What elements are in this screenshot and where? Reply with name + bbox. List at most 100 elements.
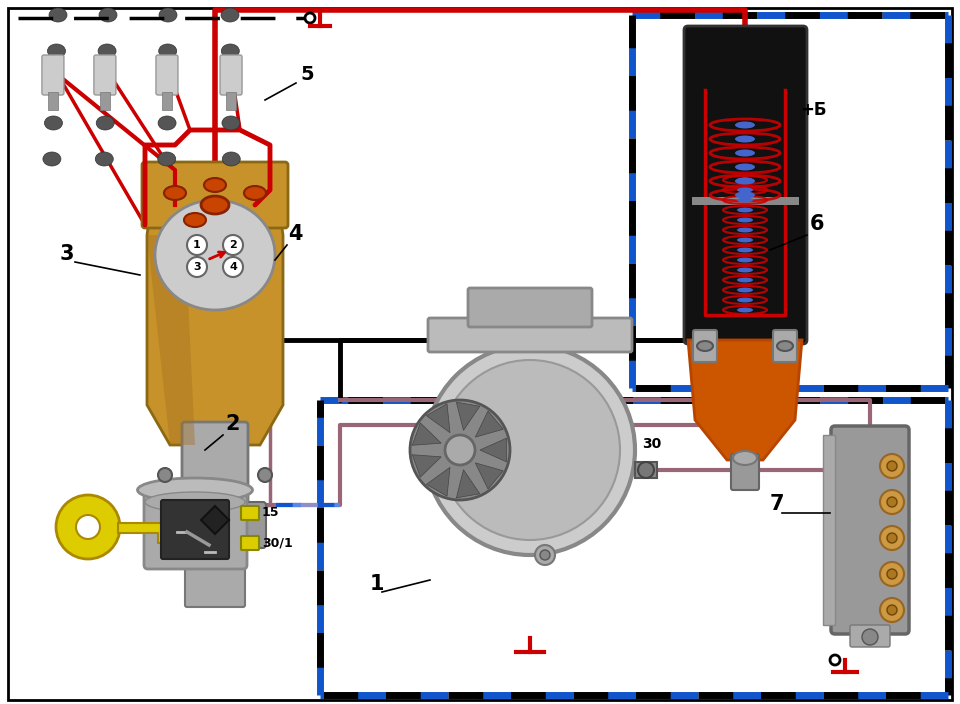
Ellipse shape — [137, 478, 252, 502]
Circle shape — [410, 400, 510, 500]
FancyBboxPatch shape — [185, 538, 245, 607]
FancyBboxPatch shape — [42, 55, 64, 95]
Polygon shape — [118, 523, 178, 543]
Polygon shape — [147, 235, 195, 445]
Polygon shape — [480, 438, 507, 462]
Circle shape — [535, 545, 555, 565]
Circle shape — [887, 605, 897, 615]
Text: 2: 2 — [225, 414, 239, 434]
Ellipse shape — [96, 116, 114, 130]
Circle shape — [887, 461, 897, 471]
FancyBboxPatch shape — [241, 506, 259, 520]
Ellipse shape — [244, 186, 266, 200]
FancyBboxPatch shape — [182, 422, 248, 548]
FancyBboxPatch shape — [468, 288, 592, 327]
Circle shape — [425, 345, 635, 555]
Ellipse shape — [157, 152, 176, 166]
Circle shape — [76, 515, 100, 539]
FancyBboxPatch shape — [831, 426, 909, 634]
Circle shape — [880, 562, 904, 586]
Circle shape — [223, 235, 243, 255]
Polygon shape — [456, 470, 480, 498]
Ellipse shape — [222, 44, 239, 58]
Bar — [823, 435, 835, 625]
Ellipse shape — [95, 152, 113, 166]
Polygon shape — [456, 402, 480, 430]
Circle shape — [223, 257, 243, 277]
FancyBboxPatch shape — [731, 454, 759, 490]
Ellipse shape — [737, 268, 753, 272]
Text: 30: 30 — [642, 437, 661, 451]
FancyBboxPatch shape — [693, 330, 717, 362]
Polygon shape — [475, 411, 503, 437]
Text: 6: 6 — [810, 214, 825, 234]
Ellipse shape — [98, 44, 116, 58]
Text: 3: 3 — [60, 244, 75, 264]
Circle shape — [56, 495, 120, 559]
Text: 2: 2 — [229, 240, 237, 250]
Ellipse shape — [46, 80, 64, 94]
Polygon shape — [426, 467, 450, 496]
Ellipse shape — [777, 341, 793, 351]
Polygon shape — [412, 455, 442, 477]
Ellipse shape — [145, 492, 245, 512]
FancyBboxPatch shape — [161, 500, 229, 559]
Circle shape — [830, 655, 840, 665]
Circle shape — [880, 490, 904, 514]
Ellipse shape — [159, 8, 177, 22]
FancyBboxPatch shape — [684, 26, 807, 344]
Ellipse shape — [222, 80, 240, 94]
FancyBboxPatch shape — [142, 162, 288, 228]
Circle shape — [540, 550, 550, 560]
Ellipse shape — [158, 116, 176, 130]
Circle shape — [880, 598, 904, 622]
Ellipse shape — [47, 44, 65, 58]
Circle shape — [880, 454, 904, 478]
Ellipse shape — [737, 177, 753, 182]
FancyBboxPatch shape — [220, 55, 242, 95]
Circle shape — [880, 526, 904, 550]
Bar — [692, 197, 799, 205]
Text: 7: 7 — [770, 494, 784, 514]
Ellipse shape — [737, 218, 753, 222]
Ellipse shape — [735, 177, 755, 184]
Text: 5: 5 — [300, 65, 314, 84]
Text: 4: 4 — [288, 224, 302, 244]
Circle shape — [887, 533, 897, 543]
Ellipse shape — [49, 8, 67, 22]
Text: 1: 1 — [193, 240, 201, 250]
Polygon shape — [201, 506, 229, 534]
Ellipse shape — [735, 191, 755, 199]
Text: 1: 1 — [370, 574, 385, 594]
FancyBboxPatch shape — [428, 318, 632, 352]
Ellipse shape — [201, 196, 229, 214]
Ellipse shape — [99, 8, 117, 22]
Polygon shape — [475, 463, 503, 489]
FancyBboxPatch shape — [144, 486, 247, 569]
FancyBboxPatch shape — [850, 625, 890, 647]
Ellipse shape — [164, 186, 186, 200]
Bar — [48, 92, 58, 110]
Ellipse shape — [223, 152, 240, 166]
FancyBboxPatch shape — [773, 330, 797, 362]
Ellipse shape — [737, 187, 753, 192]
Circle shape — [440, 360, 620, 540]
Circle shape — [887, 497, 897, 507]
Text: +Б: +Б — [800, 101, 827, 119]
Circle shape — [638, 462, 654, 478]
Circle shape — [187, 235, 207, 255]
Polygon shape — [426, 404, 450, 433]
Bar — [100, 92, 109, 110]
FancyBboxPatch shape — [156, 55, 178, 95]
Ellipse shape — [184, 213, 206, 227]
Circle shape — [258, 468, 272, 482]
Ellipse shape — [735, 135, 755, 142]
Ellipse shape — [204, 178, 226, 192]
Ellipse shape — [43, 152, 60, 166]
Polygon shape — [147, 165, 283, 445]
Circle shape — [187, 257, 207, 277]
FancyBboxPatch shape — [241, 536, 259, 550]
Ellipse shape — [737, 208, 753, 213]
Text: 3: 3 — [193, 262, 201, 272]
Ellipse shape — [737, 248, 753, 253]
